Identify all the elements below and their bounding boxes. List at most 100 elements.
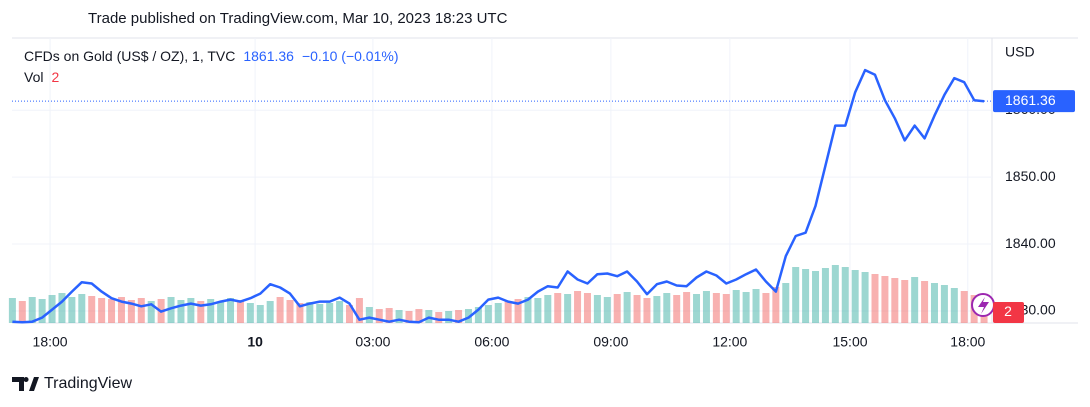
volume-bar [326,303,334,323]
x-tick-label: 12:00 [712,334,747,350]
volume-bar [8,298,16,323]
volume-bar [871,274,879,323]
volume-bar [514,299,522,323]
volume-bar [147,301,155,323]
volume-bar [762,293,770,323]
volume-bar [881,276,889,323]
legend-series-name: CFDs on Gold (US$ / OZ), 1, TVC [24,48,235,64]
volume-bar [207,299,215,323]
x-tick-label: 18:00 [33,334,68,350]
volume-bar [88,296,96,323]
volume-bar [455,310,463,323]
volume-bar [197,301,205,323]
volume-bar [613,294,621,323]
volume-bar [227,298,235,323]
volume-bar [802,269,810,323]
volume-bar [435,312,443,323]
volume-bar [375,309,383,323]
volume-bar [663,293,671,323]
volume-bar [28,297,36,323]
volume-bar [732,290,740,323]
volume-bar [940,285,948,323]
volume-bar [554,293,562,323]
volume-bar [623,292,631,323]
price-line [12,68,985,324]
volume-bar [772,287,780,323]
legend-symbol: CFDs on Gold (US$ / OZ), 1, TVC 1861.36 −0… [24,48,398,64]
last-price-box [993,90,1075,113]
x-tick-label: 18:00 [950,334,985,350]
volume-bar [583,293,591,323]
x-tick-label: 09:00 [593,334,628,350]
volume-bar [464,309,472,323]
volume-bar [276,297,284,323]
volume-bar [603,297,611,323]
volume-bar [108,299,116,323]
volume-bar [841,267,849,323]
volume-bar [574,291,582,323]
volume-bar [930,283,938,323]
x-tick-label: 06:00 [474,334,509,350]
volume-bar [355,298,363,323]
volume-bar [524,297,532,323]
volume-bar [722,294,730,323]
volume-bar [742,292,750,323]
volume-bar [445,311,453,323]
volume-bar [266,301,274,323]
volume-badge [993,302,1024,323]
y-tick-label: 1850.00 [1005,168,1056,184]
icon-bolt [978,297,989,314]
volume-bar [593,295,601,323]
x-tick-label: 10 [247,334,263,350]
legend-change: −0.10 (−0.01%) [302,48,399,64]
volume-bar [831,265,839,323]
chart-title: Trade published on TradingView.com, Mar … [88,10,508,27]
x-tick-label: 03:00 [355,334,390,350]
volume-bar [365,307,373,323]
volume-bar [960,291,968,323]
volume-bar [58,293,66,323]
volume-bar [415,309,423,323]
volume-bar [653,296,661,323]
volume-bar [296,303,304,323]
volume-bar [901,280,909,323]
volume-bar [544,295,552,323]
volume-bar [177,300,185,323]
volume-bar [534,298,542,323]
volume-bar [405,311,413,323]
volume-bar [286,300,294,323]
volume-bar [336,301,344,323]
logo [12,377,39,391]
volume-bar [921,281,929,323]
volume-bar [167,297,175,323]
legend-volume-value: 2 [51,69,59,85]
volume-bar [236,300,244,323]
volume-bar [78,294,86,323]
volume-bar [127,300,135,323]
volume-bar [98,298,106,323]
volume-bar [752,289,760,323]
volume-bar [187,298,195,323]
volume-bar [395,310,403,323]
volume-bar [633,295,641,323]
volume-bar [812,271,820,323]
volume-bar [792,267,800,323]
volume-bar [68,297,76,323]
volume-bar [950,288,958,323]
x-tick-label: 15:00 [832,334,867,350]
y-tick-label: 1840.00 [1005,235,1056,251]
volume-bar [484,305,492,323]
volume-bar [504,301,512,323]
branding: TradingView [12,375,132,392]
volume-bar [683,292,691,323]
volume-bar [673,295,681,323]
volume-bar [38,299,46,323]
volume-bar [861,272,869,323]
last-price-label: 1861.36 [1005,92,1056,108]
volume-bar [821,268,829,323]
volume-bar [643,298,651,323]
volume-bar [702,291,710,323]
volume-bar [474,307,482,323]
